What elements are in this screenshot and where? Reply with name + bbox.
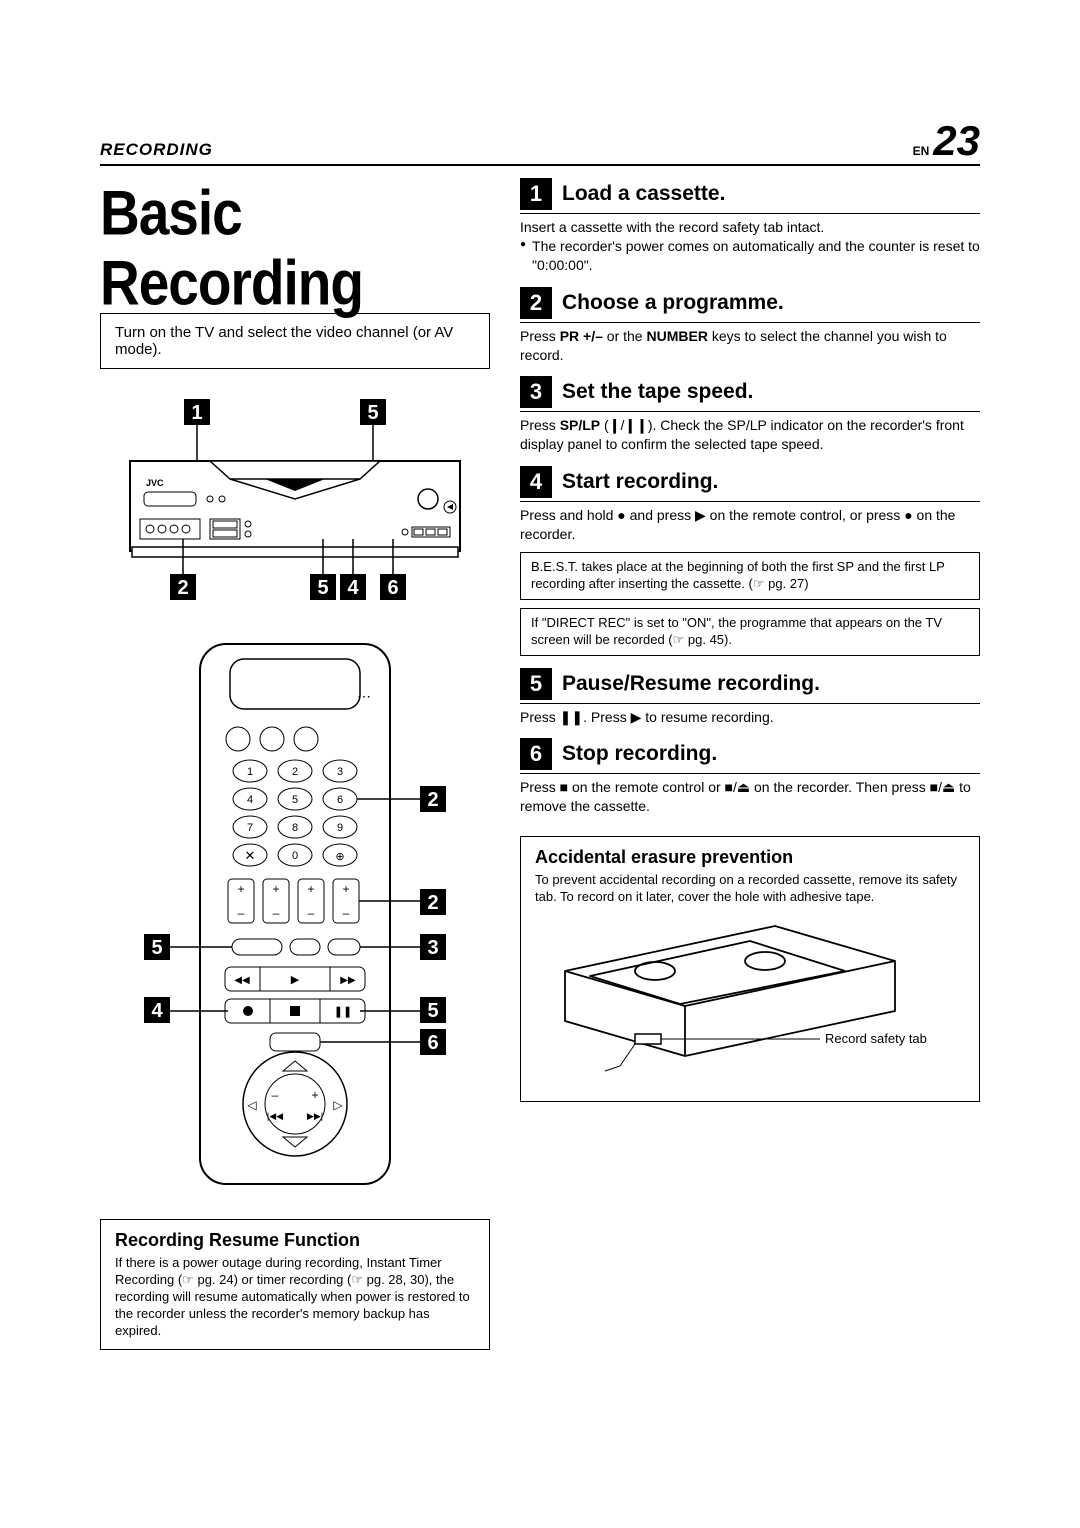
svg-text:❚❚: ❚❚: [334, 1006, 352, 1018]
svg-text:6: 6: [337, 794, 343, 806]
step-3: 3 Set the tape speed. Press SP/LP (❙/❙❙)…: [520, 376, 980, 454]
page-title: Basic Recording: [100, 178, 490, 317]
svg-text:9: 9: [337, 822, 343, 834]
step-title: Choose a programme.: [562, 291, 784, 315]
svg-text:1: 1: [247, 766, 253, 778]
svg-text:6: 6: [387, 577, 398, 599]
svg-text:◀◀: ◀◀: [234, 975, 250, 986]
svg-text:5: 5: [292, 794, 298, 806]
svg-text:JVC: JVC: [146, 478, 164, 488]
svg-text:◁: ◁: [247, 1098, 257, 1112]
remote-diagram: ⋯ 1 2 3 4 5 6 7 8 9 ✕ 0 ⊕: [100, 639, 490, 1199]
svg-text:0: 0: [292, 850, 298, 862]
svg-text:⊕: ⊕: [335, 851, 344, 863]
step-body: Press PR +/– or the NUMBER keys to selec…: [520, 327, 980, 365]
svg-text:5: 5: [317, 577, 328, 599]
section-label: RECORDING: [100, 140, 213, 160]
erasure-box: Accidental erasure prevention To prevent…: [520, 836, 980, 1102]
cassette-diagram: Record safety tab: [535, 916, 955, 1086]
intro-box: Turn on the TV and select the video chan…: [100, 313, 490, 369]
step-num: 3: [520, 376, 552, 408]
step-body: Press ❚❚. Press ▶ to resume recording.: [520, 708, 980, 727]
step-body: Press and hold ● and press ▶ on the remo…: [520, 506, 980, 544]
erasure-title: Accidental erasure prevention: [535, 847, 965, 868]
page-number-wrap: EN 23: [913, 120, 980, 162]
svg-text:+: +: [237, 882, 244, 896]
svg-text:2: 2: [427, 892, 438, 914]
page-number: 23: [933, 120, 980, 162]
note-box: If "DIRECT REC" is set to "ON", the prog…: [520, 608, 980, 656]
svg-text:7: 7: [247, 822, 253, 834]
resume-title: Recording Resume Function: [115, 1230, 475, 1251]
left-column: Basic Recording Turn on the TV and selec…: [100, 178, 490, 1350]
step-5: 5 Pause/Resume recording. Press ❚❚. Pres…: [520, 668, 980, 727]
step-body: Press SP/LP (❙/❙❙). Check the SP/LP indi…: [520, 416, 980, 454]
svg-text:Record safety tab: Record safety tab: [825, 1031, 927, 1046]
svg-text:6: 6: [427, 1032, 438, 1054]
svg-text:4: 4: [347, 577, 359, 599]
step-num: 1: [520, 178, 552, 210]
resume-box: Recording Resume Function If there is a …: [100, 1219, 490, 1350]
svg-text:–: –: [273, 906, 280, 920]
right-column: 1 Load a cassette. Insert a cassette wit…: [520, 178, 980, 1350]
svg-text:▶: ▶: [291, 974, 300, 986]
vcr-diagram: 1 5 JVC: [110, 399, 480, 639]
step-title: Set the tape speed.: [562, 380, 753, 404]
erasure-body: To prevent accidental recording on a rec…: [535, 872, 965, 906]
svg-text:5: 5: [427, 1000, 438, 1022]
svg-text:+: +: [272, 882, 279, 896]
step-title: Start recording.: [562, 470, 718, 494]
step-num: 5: [520, 668, 552, 700]
svg-text:+: +: [307, 882, 314, 896]
svg-text:2: 2: [292, 766, 298, 778]
svg-text:3: 3: [337, 766, 343, 778]
page-header: RECORDING EN 23: [100, 120, 980, 166]
svg-text:+: +: [342, 882, 349, 896]
svg-text:|◀◀: |◀◀: [267, 1111, 283, 1121]
step-4: 4 Start recording. Press and hold ● and …: [520, 466, 980, 655]
svg-text:4: 4: [151, 1000, 163, 1022]
svg-text:2: 2: [177, 577, 188, 599]
step-title: Stop recording.: [562, 742, 717, 766]
svg-text:–: –: [238, 906, 245, 920]
step-title: Load a cassette.: [562, 182, 725, 206]
svg-text:–: –: [343, 906, 350, 920]
svg-text:▶▶: ▶▶: [340, 975, 356, 986]
svg-text:5: 5: [151, 937, 162, 959]
step-2: 2 Choose a programme. Press PR +/– or th…: [520, 287, 980, 365]
step-num: 4: [520, 466, 552, 498]
step-bullet: The recorder's power comes on automatica…: [520, 237, 980, 275]
step-title: Pause/Resume recording.: [562, 672, 820, 696]
svg-text:2: 2: [427, 789, 438, 811]
svg-text:1: 1: [191, 402, 202, 424]
step-num: 2: [520, 287, 552, 319]
svg-text:+: +: [311, 1088, 318, 1102]
step-1: 1 Load a cassette. Insert a cassette wit…: [520, 178, 980, 275]
lang-label: EN: [913, 144, 930, 158]
svg-text:⋯: ⋯: [357, 688, 371, 704]
svg-text:8: 8: [292, 822, 298, 834]
svg-text:3: 3: [427, 937, 438, 959]
svg-text:✕: ✕: [245, 848, 256, 863]
resume-body: If there is a power outage during record…: [115, 1255, 475, 1339]
svg-text:–: –: [272, 1088, 279, 1102]
svg-text:▶▶|: ▶▶|: [307, 1111, 323, 1121]
step-6: 6 Stop recording. Press ■ on the remote …: [520, 738, 980, 816]
step-body: Insert a cassette with the record safety…: [520, 219, 824, 235]
svg-text:4: 4: [247, 794, 253, 806]
step-body: Press ■ on the remote control or ■/⏏ on …: [520, 778, 980, 816]
svg-text:–: –: [308, 906, 315, 920]
step-num: 6: [520, 738, 552, 770]
svg-text:5: 5: [367, 402, 378, 424]
svg-text:▷: ▷: [333, 1098, 343, 1112]
note-box: B.E.S.T. takes place at the beginning of…: [520, 552, 980, 600]
